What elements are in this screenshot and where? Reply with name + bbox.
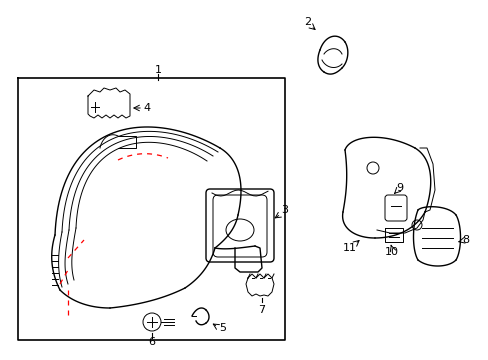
Text: 1: 1 (154, 65, 161, 75)
Text: 7: 7 (258, 305, 265, 315)
Text: 11: 11 (342, 243, 356, 253)
Text: 6: 6 (148, 337, 155, 347)
Text: 8: 8 (462, 235, 468, 245)
Text: 5: 5 (219, 323, 226, 333)
Text: 2: 2 (304, 17, 311, 27)
Text: 3: 3 (281, 205, 288, 215)
Text: 4: 4 (143, 103, 150, 113)
Text: 10: 10 (384, 247, 398, 257)
Text: 9: 9 (396, 183, 403, 193)
